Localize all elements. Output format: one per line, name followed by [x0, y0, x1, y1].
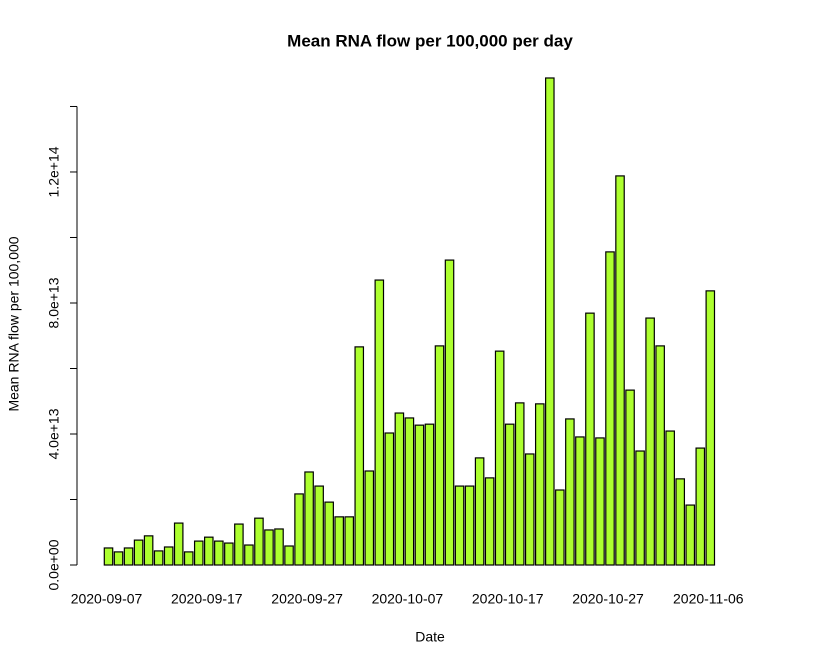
bar [404, 417, 415, 566]
bar [324, 501, 334, 566]
bar [434, 345, 445, 566]
chart-title: Mean RNA flow per 100,000 per day [287, 31, 573, 50]
bar [655, 345, 665, 566]
bar [514, 402, 525, 566]
bar [254, 517, 264, 566]
bar [504, 423, 515, 566]
x-tick-label: 2020-09-07 [71, 591, 143, 607]
bar [274, 528, 284, 566]
bar [284, 545, 294, 566]
bar [193, 540, 204, 566]
bar [234, 523, 244, 566]
bar [374, 279, 385, 566]
y-tick-label: 0.0e+00 [46, 539, 62, 590]
bar [565, 418, 575, 566]
bar [143, 535, 154, 566]
bar [224, 542, 234, 566]
bar [444, 259, 455, 566]
bar [314, 485, 324, 566]
x-tick-label: 2020-10-27 [572, 591, 644, 607]
bar [334, 516, 344, 566]
bar [183, 551, 194, 566]
bar [685, 504, 696, 566]
y-tick-label: 8.0e+13 [46, 277, 62, 328]
bar [524, 453, 535, 566]
bar [103, 547, 114, 566]
bar [595, 437, 605, 566]
bar [575, 436, 585, 566]
x-axis-label: Date [415, 629, 445, 645]
bar [424, 423, 435, 566]
bar [454, 485, 465, 566]
bar [645, 317, 655, 566]
bar [214, 540, 224, 566]
x-tick-label: 2020-10-17 [472, 591, 544, 607]
bar [635, 450, 645, 566]
bar [615, 175, 625, 566]
bar [384, 432, 395, 566]
x-tick-label: 2020-11-06 [673, 591, 744, 607]
bar [605, 251, 615, 566]
y-axis-label: Mean RNA flow per 100,000 [6, 236, 22, 411]
bar [665, 430, 675, 566]
x-tick-label: 2020-09-27 [271, 591, 343, 607]
y-tick-label: 1.2e+14 [46, 146, 62, 197]
bar [545, 77, 555, 566]
bar [484, 477, 495, 566]
bar [705, 290, 716, 566]
bar [464, 485, 475, 566]
bar [474, 457, 485, 566]
bar [204, 536, 214, 566]
bar [113, 551, 124, 566]
bar [354, 346, 365, 566]
bar [364, 470, 375, 566]
bar [494, 350, 505, 566]
bar [585, 312, 595, 566]
bar [534, 403, 545, 566]
y-tick-label: 4.0e+13 [46, 408, 62, 459]
bar [294, 493, 304, 566]
bar [173, 522, 184, 566]
x-tick-label: 2020-09-17 [171, 591, 243, 607]
bar [625, 389, 635, 566]
bar [555, 489, 565, 566]
x-tick-label: 2020-10-07 [372, 591, 444, 607]
bar [394, 412, 405, 566]
bar [344, 516, 355, 566]
bar [153, 550, 164, 566]
bar [695, 447, 706, 566]
bar [414, 424, 425, 566]
bar [133, 539, 144, 566]
bar [163, 546, 174, 566]
bar [675, 478, 686, 566]
bar [123, 547, 134, 566]
bar [244, 544, 254, 566]
bar [304, 471, 314, 566]
bar [264, 529, 274, 566]
